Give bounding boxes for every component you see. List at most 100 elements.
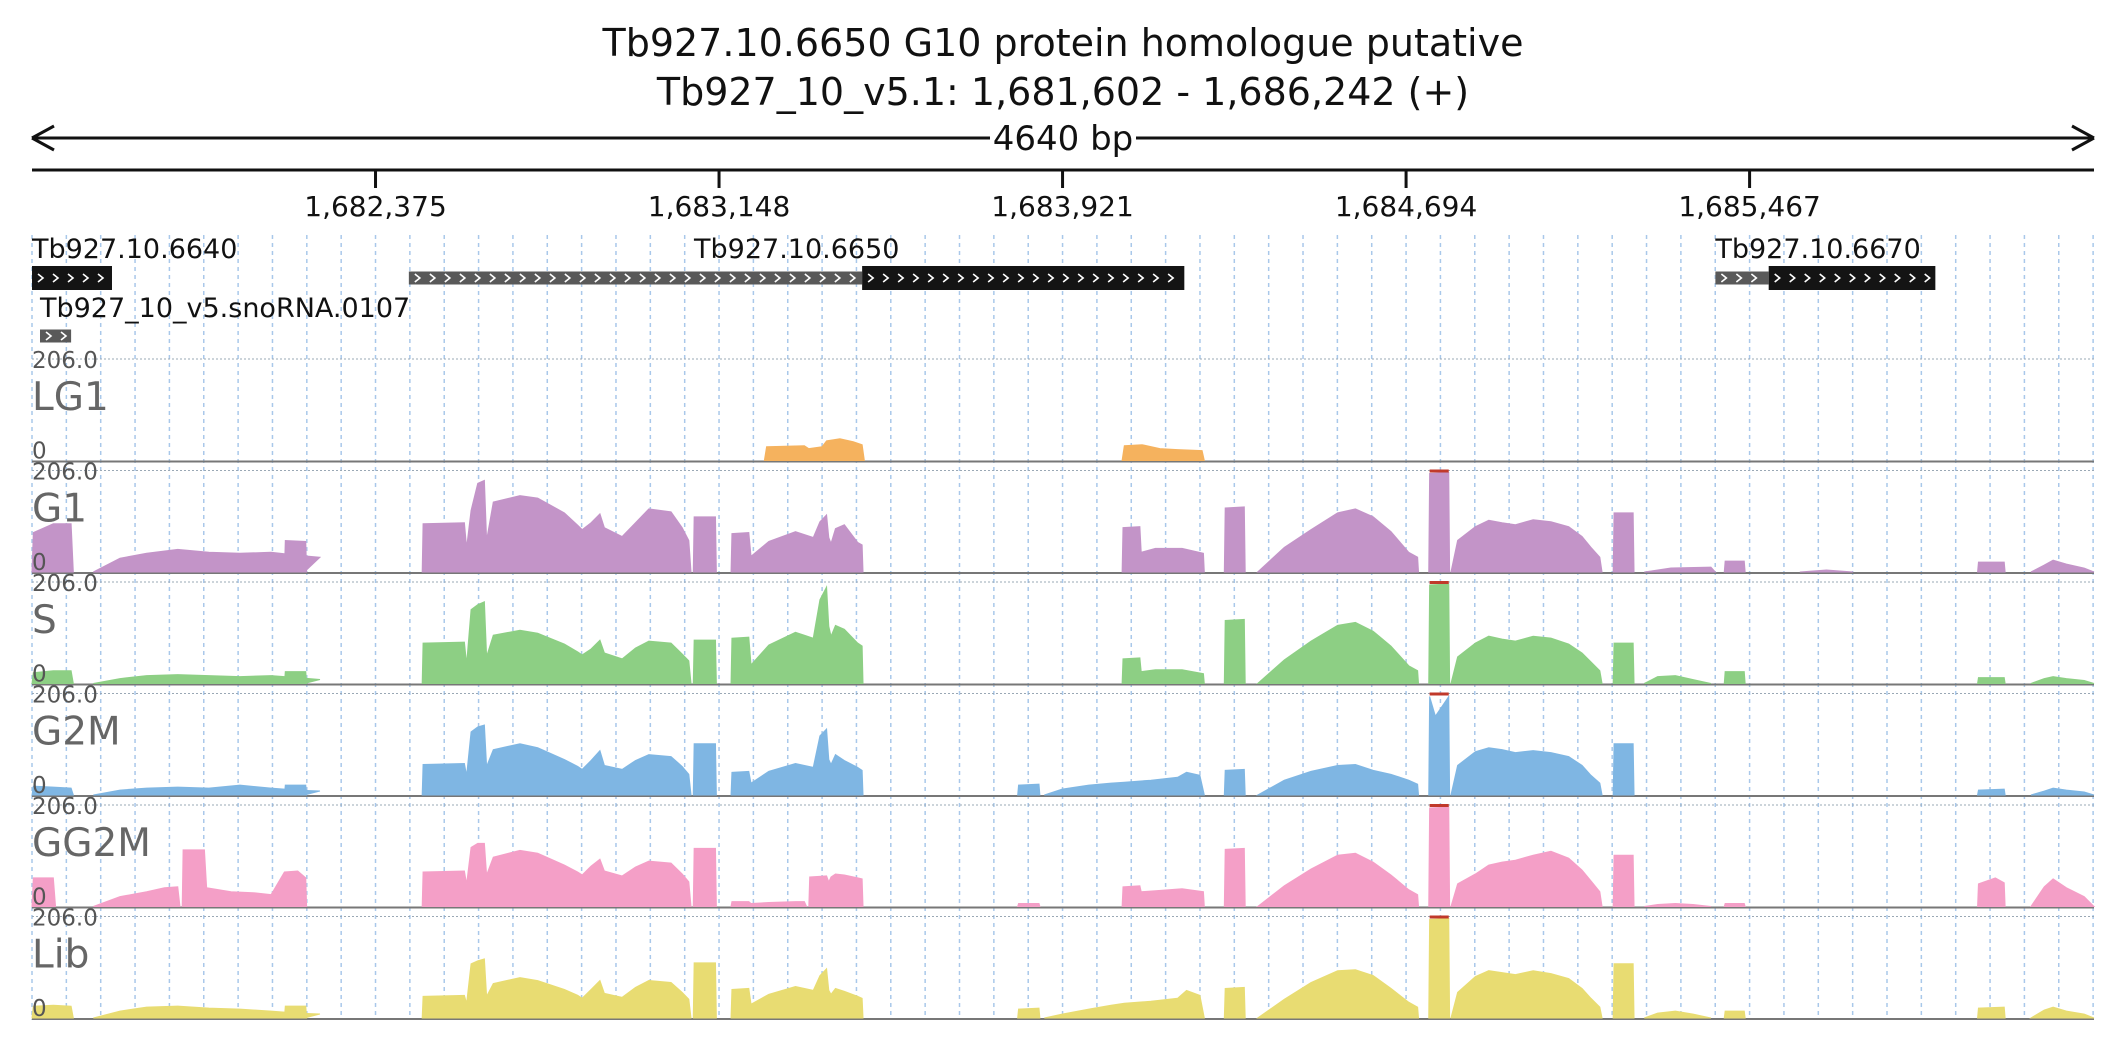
span-label: 4640 bp [993,119,1134,159]
coverage-area [1223,986,1246,1019]
coverage-area [31,1004,74,1019]
coverage-area [692,639,717,684]
coverage-area [31,523,74,573]
strand-arrow-icon [45,331,53,341]
coverage-area [93,784,321,796]
coverage-area [1799,569,1854,573]
strand-arrow-icon [1849,273,1856,283]
coverage-area [730,585,864,684]
strand-arrow-icon [52,273,60,283]
coverage-area [1016,903,1041,907]
ruler-tick-label: 1,683,148 [648,190,791,223]
track-name: LG1 [32,375,109,420]
strand-arrow-icon [834,273,842,283]
coverage-area [1223,847,1246,907]
coverage-area [2029,1006,2095,1019]
track-name: S [32,598,57,643]
gene-label: Tb927.10.6650 [693,234,899,265]
clipped-marker [1429,692,1449,696]
gene-title: Tb927.10.6650 G10 protein homologue puta… [602,21,1524,65]
clipped-marker [1429,469,1449,473]
coverage-area [2029,878,2096,907]
coverage-area [1450,850,1603,907]
strand-arrow-icon [1879,273,1886,283]
strand-arrow-icon [927,273,935,283]
strand-arrow-icon [519,273,527,283]
coverage-area [1612,963,1635,1019]
strand-arrow-icon [1062,273,1070,283]
strand-arrow-icon [1924,273,1931,283]
coverage-area [1223,768,1246,796]
coverage-area [1121,885,1205,907]
coverage-area [181,849,308,907]
track-min-label: 0 [32,662,47,688]
strand-arrow-icon [669,273,677,283]
strand-arrow-icon [67,273,75,283]
coverage-area [1017,783,1041,796]
strand-arrow-icon [957,273,965,283]
track-min-label: 0 [32,996,47,1022]
coverage-area [1428,583,1451,684]
coverage-area [1121,444,1205,461]
strand-arrow-icon [987,273,995,283]
strand-arrow-icon [1864,273,1871,283]
coverage-area [763,438,865,461]
strand-arrow-icon [1122,273,1130,283]
strand-arrow-icon [744,273,752,283]
strand-arrow-icon [804,273,812,283]
coverage-area [1256,621,1420,684]
track-name: G1 [32,487,87,532]
track-name: GG2M [32,821,151,866]
strand-arrow-icon [1789,273,1796,283]
strand-arrow-icon [534,273,542,283]
coverage-area [283,1005,308,1019]
strand-arrow-icon [1909,273,1916,283]
strand-arrow-icon [1720,273,1728,283]
coverage-area [1612,512,1635,573]
strand-arrow-icon [867,273,875,283]
strand-arrow-icon [1077,273,1085,283]
coverage-area [692,516,717,573]
track-name: Lib [32,933,89,978]
coverage-area [93,548,322,573]
strand-arrow-icon [37,273,45,283]
strand-arrow-icon [594,273,602,283]
strand-arrow-icon [789,273,797,283]
coverage-area [31,785,75,796]
coverage-area [1044,989,1205,1019]
ruler: 1,682,375 1,683,148 1,683,921 1,684,694 1,68… [32,168,2094,223]
locus-label: Tb927_10_v5.1: 1,681,602 - 1,686,242 (+) [656,70,1469,114]
coverage-area [1223,618,1246,684]
coverage-area [1644,566,1717,573]
strand-arrow-icon [684,273,692,283]
strand-arrow-icon [474,273,482,283]
track-min-label: 0 [32,550,47,576]
coverage-area [730,727,864,796]
grid [31,235,2094,1020]
ruler-tick-label: 1,682,375 [304,190,447,223]
coverage-area [1256,969,1420,1019]
strand-arrow-icon [942,273,950,283]
strand-arrow-icon [882,273,890,283]
strand-arrow-icon [624,273,632,283]
strand-arrow-icon [1152,273,1160,283]
strand-arrow-icon [609,273,617,283]
coverage-area [93,1005,321,1019]
clipped-marker [1429,804,1449,807]
span-indicator: 4640 bp [31,119,2095,159]
strand-arrow-icon [1894,273,1901,283]
coverage-area [2030,787,2095,796]
gene-label: Tb927.10.6670 [1714,234,1920,265]
coverage-area [1612,854,1635,907]
strand-arrow-icon [1750,273,1758,283]
clipped-marker [1429,581,1449,584]
strand-arrow-icon [1167,273,1175,283]
coverage-area [283,784,308,796]
strand-arrow-icon [1047,273,1055,283]
strand-arrow-icon [1819,273,1826,283]
clipped-marker [1429,915,1449,919]
